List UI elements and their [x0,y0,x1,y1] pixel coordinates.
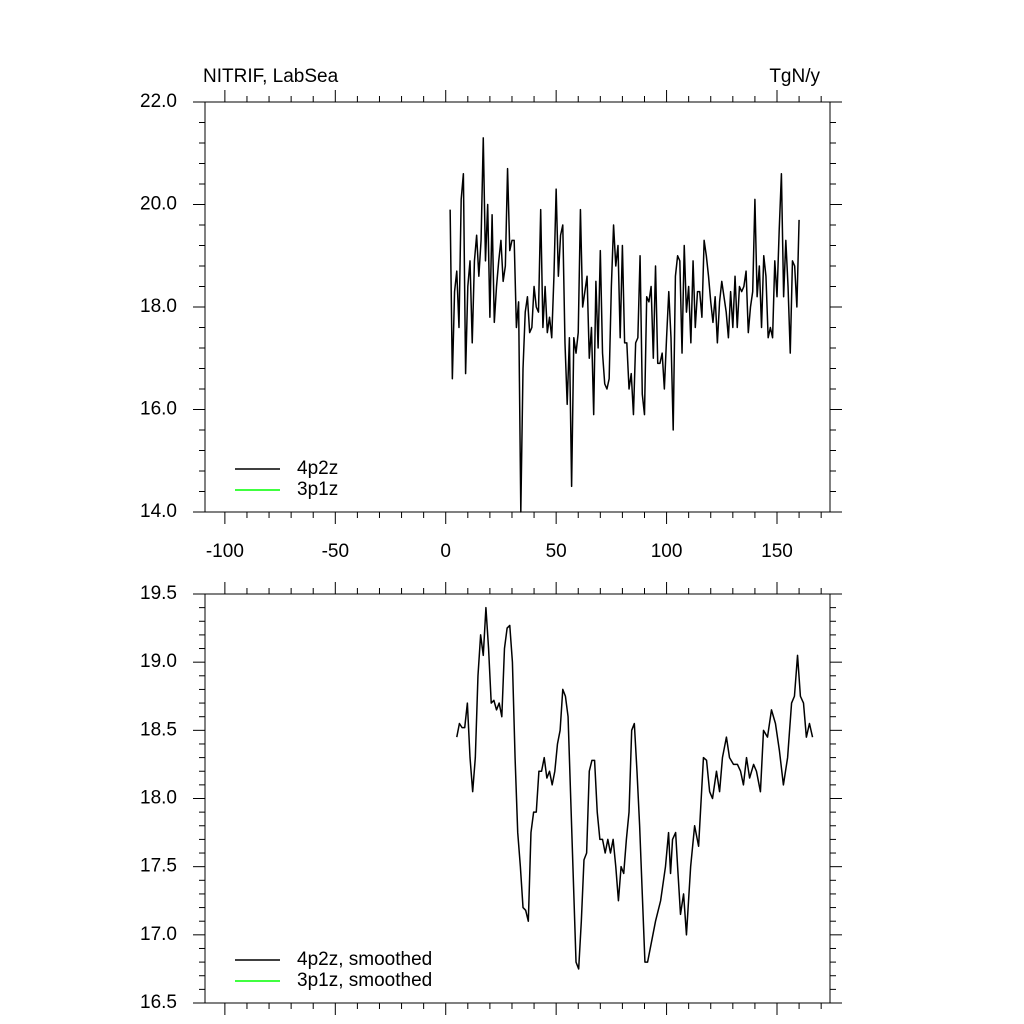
y-tick-label: 16.5 [140,992,177,1013]
y-tick-label: 14.0 [140,501,177,522]
legend-label: 4p2z [297,458,338,479]
legend-label: 3p1z [297,479,338,500]
series-line [449,137,800,513]
y-tick-label: 22.0 [140,91,177,112]
units-label: TgN/y [769,66,820,87]
x-tick-label: -100 [206,541,244,562]
x-tick-label: 150 [761,541,793,562]
chart-title: NITRIF, LabSea [203,66,339,87]
y-tick-label: 19.0 [140,651,177,672]
legend-label: 4p2z, smoothed [297,949,432,970]
y-tick-label: 17.5 [140,856,177,877]
y-tick-label: 18.0 [140,296,177,317]
x-tick-label: 50 [546,541,567,562]
y-tick-label: 18.5 [140,719,177,740]
series-line [456,606,814,970]
y-tick-label: 19.5 [140,583,177,604]
y-tick-label: 17.0 [140,924,177,945]
x-tick-label: 100 [651,541,683,562]
x-tick-label: -50 [322,541,349,562]
y-tick-label: 20.0 [140,194,177,215]
legend-label: 3p1z, smoothed [297,970,432,991]
x-tick-label: 0 [440,541,451,562]
y-tick-label: 16.0 [140,399,177,420]
y-tick-label: 18.0 [140,788,177,809]
plot-frame [204,593,831,1004]
